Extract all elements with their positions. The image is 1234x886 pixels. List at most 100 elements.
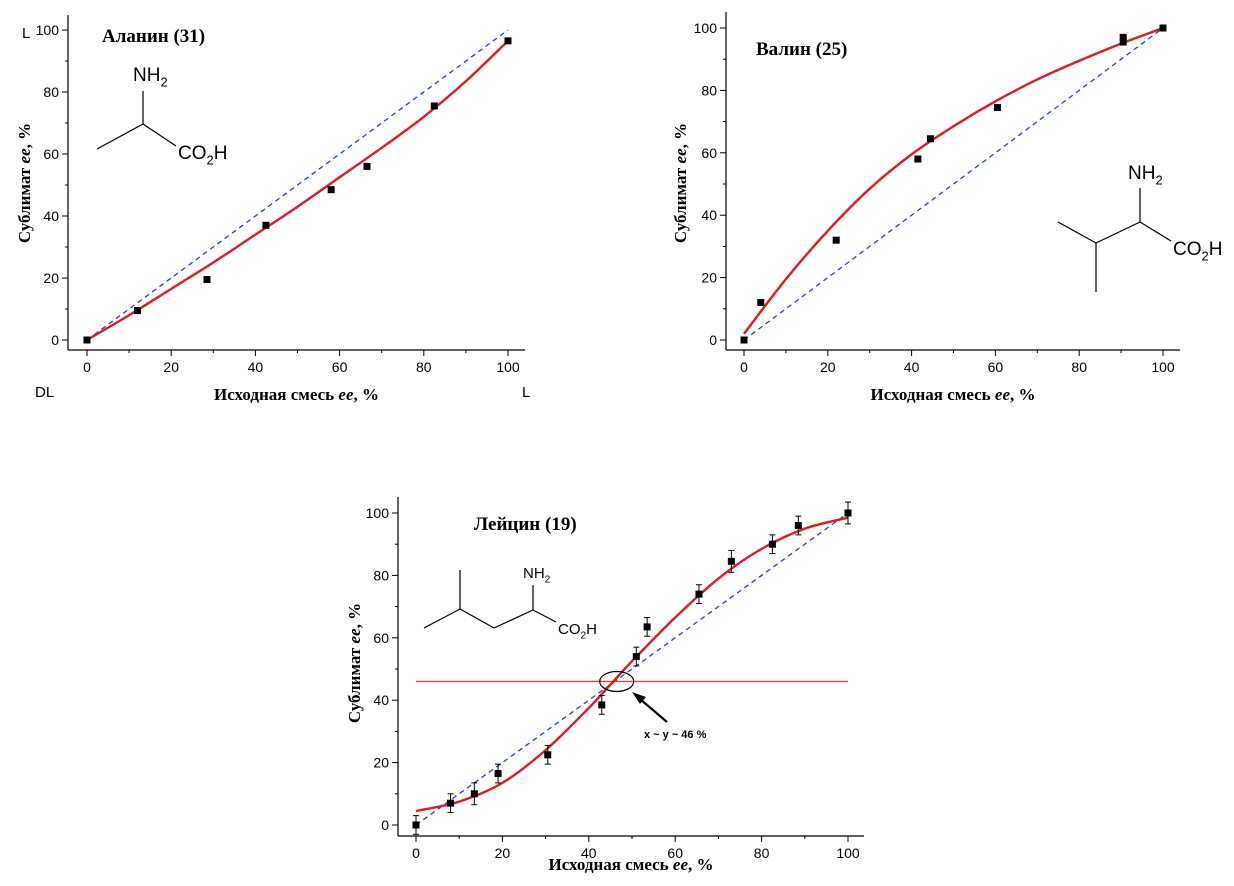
x-tick-label: 80 xyxy=(416,359,432,375)
chart-3: 0 20 40 60 80 100 0 20 40 60 80 100 Исходная смесь e… xyxy=(345,497,864,874)
x-tick-label: 80 xyxy=(1071,359,1087,375)
data-point xyxy=(544,751,552,759)
x-tick-label: 20 xyxy=(820,359,836,375)
data-point xyxy=(83,336,91,344)
amine-group-label: NH2 xyxy=(1128,163,1163,188)
x-axis-title: Исходная смесь ee, % xyxy=(214,385,379,404)
data-point xyxy=(794,521,802,529)
valine-structure: NH2 CO2H xyxy=(1057,163,1222,292)
x-tick-label: 60 xyxy=(667,845,683,861)
y-tick-label: 20 xyxy=(701,270,717,286)
y-tick-label: 60 xyxy=(373,630,389,646)
annotation-arrow-shaft xyxy=(639,698,668,723)
chemical-bond xyxy=(1057,221,1097,244)
data-point xyxy=(203,276,211,284)
leucine-structure: NH2 CO2H xyxy=(423,565,597,642)
data-point xyxy=(832,236,840,244)
x-tick-label: 80 xyxy=(754,845,770,861)
data-point xyxy=(632,653,640,661)
y-tick-label: 40 xyxy=(701,207,717,223)
data-point xyxy=(727,557,735,565)
x-tick-label: 0 xyxy=(740,359,748,375)
intersection-ellipse xyxy=(599,670,635,693)
data-point xyxy=(1119,38,1127,46)
y-tick-label: 80 xyxy=(373,567,389,583)
fit-curve xyxy=(743,26,1164,335)
data-point xyxy=(134,307,142,315)
chemical-bond xyxy=(142,123,177,147)
x-tick-label: 60 xyxy=(332,359,348,375)
chart-2: 0 20 40 60 80 100 0 20 40 60 80 100 Исходная смесь e… xyxy=(671,12,1222,404)
chemical-bond xyxy=(459,608,495,629)
y-tick-label: 80 xyxy=(43,84,59,100)
x-tick-label: 100 xyxy=(836,845,860,861)
x-tick-label: 0 xyxy=(83,359,91,375)
x-right-corner-label: L xyxy=(522,384,530,401)
chart-1: 0 20 40 60 80 100 0 20 40 60 80 100 Исходная смесь e… xyxy=(15,15,530,404)
x-tick-label: 60 xyxy=(988,359,1004,375)
x-tick-label: 20 xyxy=(163,359,179,375)
fit-curve xyxy=(415,516,849,813)
data-point xyxy=(914,155,922,163)
data-point xyxy=(695,590,703,598)
chart-title: Лейцин (19) xyxy=(474,514,577,535)
intersection-annotation: x ~ y ~ 46 % xyxy=(644,729,707,741)
data-point xyxy=(768,540,776,548)
x-axis-title: Исходная смесь ee, % xyxy=(548,855,713,874)
data-point xyxy=(363,162,371,170)
y-tick-label: 20 xyxy=(43,270,59,286)
data-point xyxy=(844,509,852,517)
y-axis-title: Сублимат ee, % xyxy=(671,123,690,243)
chemical-bond xyxy=(423,608,461,629)
y-tick-label: 40 xyxy=(373,692,389,708)
carboxyl-group-label: CO2H xyxy=(558,621,597,642)
y-tick-label: 0 xyxy=(51,332,59,348)
carboxyl-group-label: CO2H xyxy=(178,143,227,168)
data-point xyxy=(643,623,651,631)
data-point xyxy=(327,186,335,194)
x-tick-label: 100 xyxy=(1151,359,1175,375)
chemical-bond xyxy=(493,609,534,629)
data-point xyxy=(447,799,455,807)
x-left-corner-label: DL xyxy=(35,384,54,401)
reference-diagonal-line xyxy=(415,512,849,826)
y-tick-label: 20 xyxy=(373,755,389,771)
y-tick-label: 80 xyxy=(701,82,717,98)
y-axis-title: Сублимат ee, % xyxy=(345,603,364,723)
x-tick-label: 20 xyxy=(495,845,511,861)
y-tick-label: 60 xyxy=(701,145,717,161)
amine-group-label: NH2 xyxy=(523,565,551,586)
data-point xyxy=(430,102,438,110)
x-tick-label: 0 xyxy=(412,845,420,861)
data-point xyxy=(1159,24,1167,32)
chemical-bond xyxy=(1095,221,1141,244)
data-point xyxy=(504,37,512,45)
x-tick-label: 40 xyxy=(904,359,920,375)
carboxyl-group-label: CO2H xyxy=(1173,239,1222,264)
annotation-arrow-head xyxy=(632,692,646,704)
x-tick-label: 40 xyxy=(248,359,264,375)
x-axis-title: Исходная смесь ee, % xyxy=(870,385,1035,404)
reference-diagonal-line xyxy=(86,29,509,341)
y-axis-title: Сублимат ee, % xyxy=(15,123,34,243)
alanine-structure: NH2 CO2H xyxy=(96,65,227,168)
x-tick-label: 40 xyxy=(581,845,597,861)
data-point xyxy=(262,221,270,229)
amine-group-label: NH2 xyxy=(133,65,168,90)
chart-title: Валин (25) xyxy=(756,39,847,60)
reference-diagonal-line xyxy=(743,27,1164,341)
y-tick-label: 0 xyxy=(381,817,389,833)
data-point xyxy=(993,104,1001,112)
data-point xyxy=(926,135,934,143)
chemical-bond xyxy=(1139,221,1172,242)
y-tick-label: 40 xyxy=(43,208,59,224)
data-point xyxy=(494,770,502,778)
chart-title: Аланин (31) xyxy=(102,26,205,47)
y-tick-label: 60 xyxy=(43,146,59,162)
data-point xyxy=(1119,33,1127,41)
chemical-bond xyxy=(532,609,557,623)
data-point xyxy=(598,701,606,709)
x-tick-label: 100 xyxy=(496,359,520,375)
data-point xyxy=(412,821,420,829)
